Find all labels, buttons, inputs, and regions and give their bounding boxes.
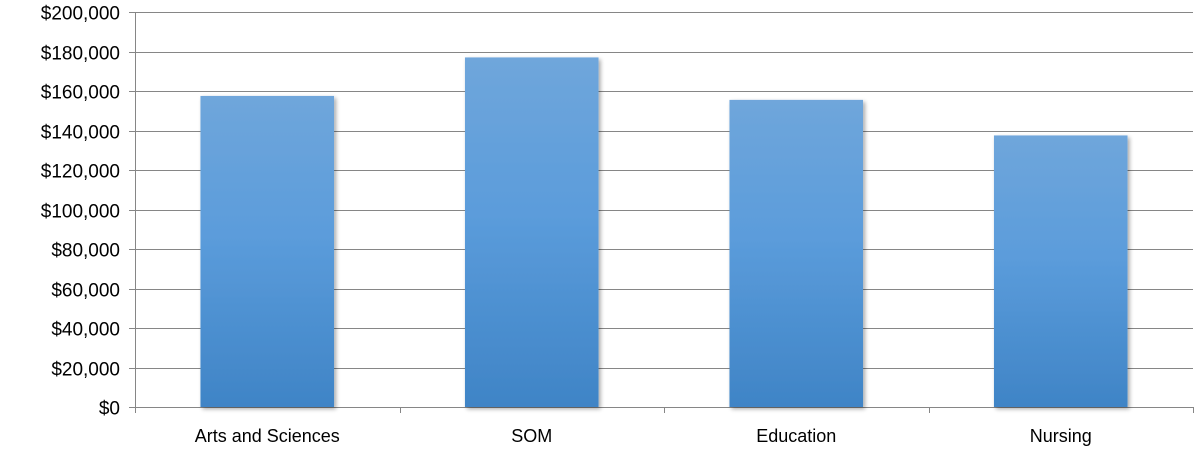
y-tick-label: $200,000 <box>41 4 120 25</box>
y-tick-label: $0 <box>99 399 120 420</box>
y-tick-label: $100,000 <box>41 202 120 223</box>
y-tick-label: $160,000 <box>41 83 120 104</box>
y-tick-label: $20,000 <box>51 360 120 381</box>
bars <box>200 57 1128 408</box>
bar-som <box>464 57 599 408</box>
bar-nursing <box>993 135 1128 407</box>
y-tick-label: $180,000 <box>41 44 120 65</box>
x-tick-label: Arts and Sciences <box>195 426 340 446</box>
y-tick-label: $140,000 <box>41 123 120 144</box>
x-tick-label: SOM <box>511 426 552 446</box>
x-axis-tick-labels: Arts and Sciences SOM Education Nursing <box>195 426 1092 446</box>
y-tick-label: $60,000 <box>51 281 120 302</box>
bar-arts-and-sciences <box>200 95 335 407</box>
y-tick-label: $80,000 <box>51 241 120 262</box>
x-tick-label: Education <box>756 426 836 446</box>
x-axis <box>135 407 1194 413</box>
bar-education <box>729 99 864 407</box>
x-tick-label: Nursing <box>1030 426 1092 446</box>
y-axis-tick-labels: $0 $20,000 $40,000 $60,000 $80,000 $100,000 $1… <box>41 4 120 420</box>
y-tick-label: $40,000 <box>51 320 120 341</box>
y-tick-label: $120,000 <box>41 162 120 183</box>
